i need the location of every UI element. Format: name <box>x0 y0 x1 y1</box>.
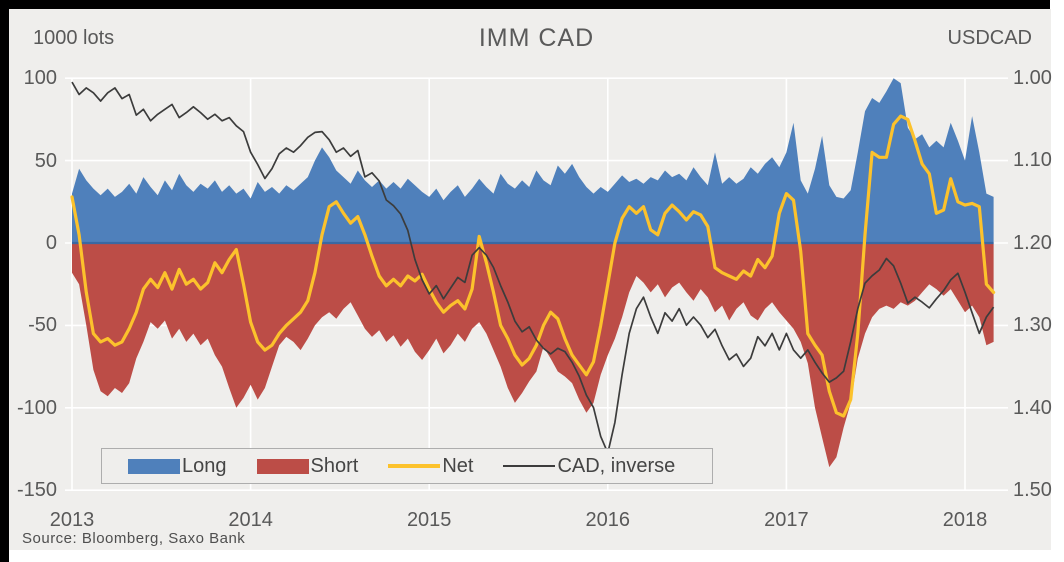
legend-label-cad-inverse: CAD, inverse <box>557 454 676 477</box>
legend-label-short: Short <box>310 454 359 477</box>
legend-swatch-cad-inverse <box>503 465 556 467</box>
legend-swatch-short <box>256 458 309 474</box>
legend-item-long: Long <box>128 455 227 478</box>
left-axis-label: 1000 lots <box>33 27 115 49</box>
right-axis-tick: 1.20 <box>1013 231 1052 254</box>
legend-item-cad-inverse: CAD, inverse <box>503 455 675 478</box>
left-axis-tick: 100 <box>23 67 57 90</box>
line-cad-inverse <box>71 81 995 454</box>
x-axis-tick: 2014 <box>228 509 273 531</box>
x-axis-tick: 2016 <box>585 509 631 531</box>
x-axis-tick: 2017 <box>764 509 809 531</box>
legend-swatch-net <box>388 464 441 468</box>
right-axis-tick: 1.40 <box>1013 396 1052 419</box>
x-axis-tick: 2013 <box>49 509 95 531</box>
source-note: Source: Bloomberg, Saxo Bank <box>22 530 246 547</box>
right-axis-tick: 1.30 <box>1013 314 1052 337</box>
legend-item-net: Net <box>388 455 473 478</box>
area-long <box>72 78 994 243</box>
right-axis-label: USDCAD <box>947 27 1032 49</box>
right-axis-tick: 1.10 <box>1013 149 1052 172</box>
left-axis-tick: -150 <box>16 479 57 502</box>
left-axis-tick: 0 <box>45 232 57 254</box>
legend: Long Short Net CAD, inverse <box>101 448 713 484</box>
right-axis-tick: 1.00 <box>1013 67 1052 89</box>
legend-label-long: Long <box>182 454 227 477</box>
left-axis-tick: -100 <box>16 396 57 419</box>
x-axis-tick: 2015 <box>406 509 452 531</box>
right-axis-tick: 1.50 <box>1013 479 1052 501</box>
left-axis-tick: -50 <box>28 314 57 337</box>
line-net <box>70 114 996 418</box>
frame-left-bar <box>0 0 9 562</box>
legend-swatch-long <box>128 458 180 474</box>
x-axis-tick: 2018 <box>942 509 988 531</box>
legend-label-net: Net <box>442 454 474 477</box>
chart-title: IMM CAD <box>478 24 595 52</box>
left-axis-tick: 50 <box>34 149 57 172</box>
legend-item-short: Short <box>256 454 359 478</box>
frame-top-bar <box>0 0 1050 9</box>
